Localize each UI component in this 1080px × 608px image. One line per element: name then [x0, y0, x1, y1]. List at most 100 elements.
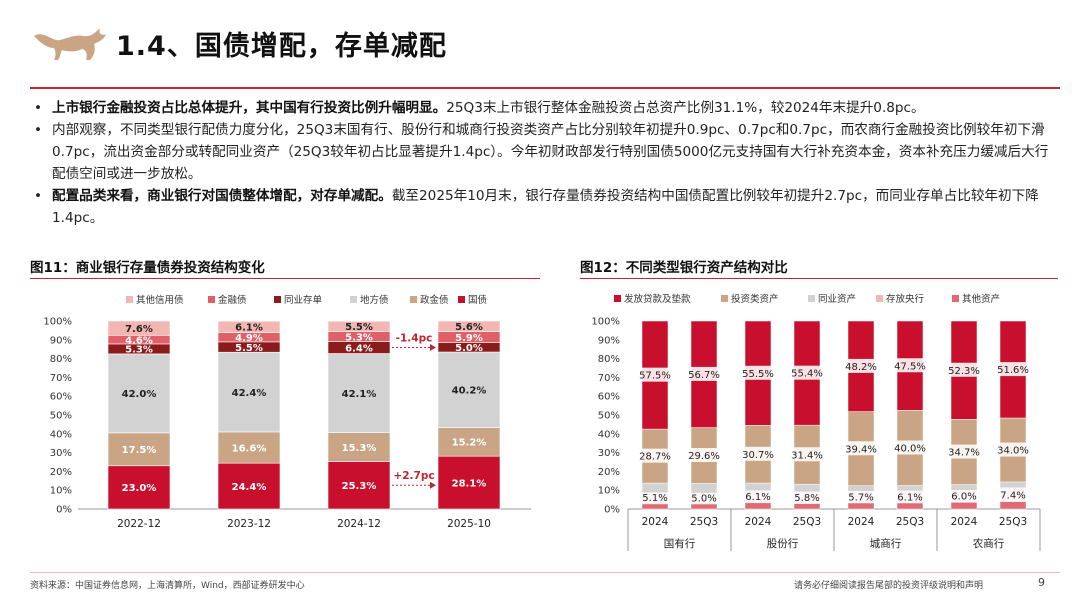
x-tick-label: 2024	[951, 516, 978, 528]
x-tick-label: 2023-12	[227, 518, 271, 530]
annotation-label: -1.4pc	[396, 333, 433, 345]
data-label: 6.1%	[897, 492, 922, 503]
data-label-bg	[945, 488, 983, 503]
data-label: 6.1%	[235, 323, 263, 334]
bar-segment	[793, 483, 821, 493]
data-label: 56.7%	[688, 370, 720, 381]
bar-segment	[896, 485, 924, 492]
data-label-bg	[842, 441, 880, 456]
legend-label: 地方债	[360, 294, 389, 306]
bullet-text: 内部观察，不同类型银行配债力度分化，25Q3末国有行、股份行和城商行投资类资产占…	[52, 122, 1049, 182]
x-tick-label: 2022-12	[117, 518, 161, 530]
bar-segment	[744, 482, 772, 492]
y-tick-label: 60%	[598, 392, 620, 403]
x-tick-label: 25Q3	[999, 516, 1027, 528]
legend-swatch	[126, 296, 133, 303]
data-label: 48.2%	[845, 362, 877, 373]
bar-segment	[437, 351, 501, 428]
data-label: 23.0%	[122, 483, 157, 494]
data-label: 6.1%	[745, 492, 770, 503]
data-label: 29.6%	[688, 451, 720, 462]
bar-segment	[950, 501, 978, 510]
y-tick-label: 50%	[598, 411, 620, 422]
data-label: 39.4%	[845, 444, 877, 455]
y-tick-label: 80%	[598, 354, 620, 365]
data-label: 6.4%	[345, 343, 373, 354]
bar-segment	[107, 465, 171, 510]
x-tick-label: 2024	[848, 516, 875, 528]
data-label: 30.7%	[742, 450, 774, 461]
y-tick-label: 70%	[50, 373, 72, 384]
bar-segment	[217, 351, 281, 433]
bar-segment	[327, 461, 391, 510]
x-tick-label: 25Q3	[793, 516, 821, 528]
data-label-bg	[945, 444, 983, 459]
data-label-bg	[685, 490, 723, 505]
bar-segment	[107, 353, 171, 434]
data-label-bg	[891, 440, 929, 455]
bond-structure-chart: 其他信用债 金融债 同业存单 地方债 政金债 国债 0% 10% 20% 30% 40% 50% 60%…	[43, 294, 531, 530]
bar-segment	[896, 502, 924, 510]
y-tick-label: 0%	[56, 505, 72, 516]
y-tick-label: 20%	[598, 467, 620, 478]
y-tick-label: 100%	[43, 317, 72, 328]
x-tick-label: 25Q3	[896, 516, 924, 528]
y-tick-label: 90%	[598, 335, 620, 346]
bar-segment	[690, 482, 718, 494]
annotation-arrowhead	[430, 344, 436, 352]
y-tick-label: 90%	[50, 335, 72, 346]
data-label: 5.0%	[691, 493, 716, 504]
data-label-bg	[739, 365, 777, 380]
legend-swatch	[458, 296, 465, 303]
data-label: 4.9%	[235, 333, 263, 344]
legend-swatch	[274, 296, 281, 303]
data-label-bg	[788, 447, 826, 462]
bullet-item: 上市银行金融投资占比总体提升，其中国有行投资比例升幅明显。25Q3末上市银行整体…	[30, 97, 1060, 119]
data-label: 5.0%	[455, 343, 483, 354]
legend-label: 国债	[468, 294, 488, 306]
legend-label: 发放贷款及垫款	[624, 293, 691, 305]
figure-11-rule	[30, 278, 540, 279]
bullet-lead: 配置品类来看，商业银行对国债整体增配，对存单减配。	[52, 188, 392, 204]
y-tick-label: 80%	[50, 354, 72, 365]
data-label-bg	[788, 489, 826, 504]
data-label: 28.1%	[452, 478, 487, 489]
data-label-bg	[994, 487, 1032, 502]
data-label: 52.3%	[948, 366, 980, 377]
legend-swatch	[721, 295, 728, 302]
bar-segment	[437, 427, 501, 457]
data-label: 5.5%	[345, 322, 373, 333]
title-divider	[30, 87, 1060, 89]
group-label: 股份行	[767, 537, 799, 550]
group-label: 城商行	[870, 537, 902, 550]
bar-segment	[641, 482, 669, 494]
data-label-bg	[842, 358, 880, 373]
y-tick-label: 70%	[598, 373, 620, 384]
data-label: 16.6%	[232, 443, 267, 454]
legend-label: 同业资产	[818, 293, 856, 305]
data-label: 57.5%	[639, 371, 671, 382]
data-label-bg	[685, 448, 723, 463]
figure-12-rule	[580, 278, 1058, 279]
footer-divider	[30, 572, 1060, 573]
figure-11-title: 图11：商业银行存量债券投资结构变化	[30, 260, 265, 276]
y-tick-label: 40%	[598, 429, 620, 440]
data-label: 40.0%	[894, 444, 926, 455]
bull-icon	[34, 28, 106, 60]
data-label: 55.4%	[791, 369, 823, 380]
legend-label: 同业存单	[284, 294, 323, 306]
y-tick-label: 30%	[598, 448, 620, 459]
y-tick-label: 30%	[50, 448, 72, 459]
legend-swatch	[208, 296, 215, 303]
y-tick-label: 40%	[50, 429, 72, 440]
bar-segment	[327, 432, 391, 462]
data-label: 17.5%	[122, 445, 157, 456]
y-tick-label: 10%	[50, 486, 72, 497]
bar-segment	[999, 501, 1027, 510]
bar-segment	[999, 481, 1027, 489]
asset-structure-chart: 发放贷款及垫款 投资类资产 同业资产 存放央行 其他资产 0% 10% 20% 30% 40% 50…	[591, 293, 1041, 551]
data-label: 7.4%	[1000, 490, 1025, 501]
data-label: 5.9%	[455, 333, 483, 344]
bullet-item: 配置品类来看，商业银行对国债整体增配，对存单减配。截至2025年10月末，银行存…	[30, 185, 1060, 229]
legend-swatch	[952, 295, 959, 302]
